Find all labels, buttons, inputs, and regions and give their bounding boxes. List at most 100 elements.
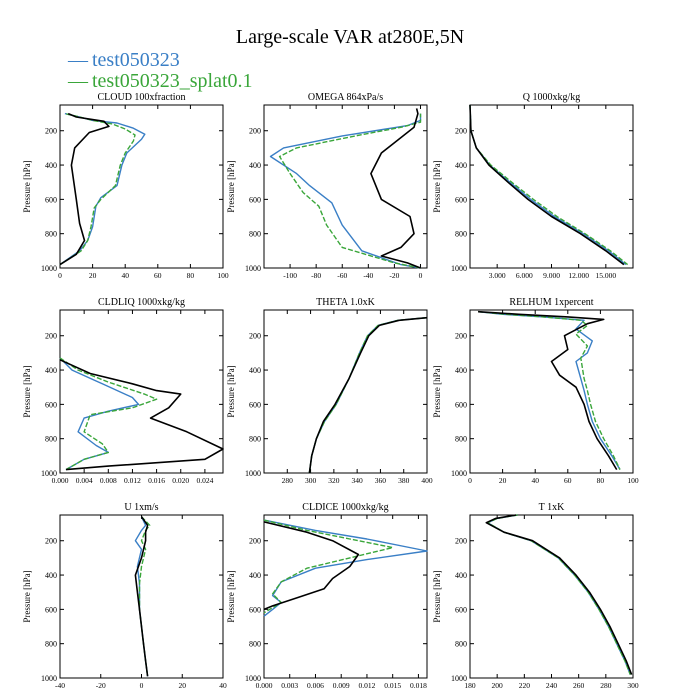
x-tick-label: 80 <box>187 271 195 280</box>
panel-frame <box>59 104 224 269</box>
x-tick-label: 20 <box>89 271 97 280</box>
y-tick-label: 800 <box>249 640 261 649</box>
y-tick-label: 800 <box>45 230 57 239</box>
panel-frame <box>263 309 428 474</box>
panel-title: Q 1000xkg/kg <box>523 92 581 103</box>
y-tick-label: 1000 <box>451 674 467 683</box>
y-tick-label: 600 <box>249 400 261 409</box>
panel-title: THETA 1.0xK <box>316 297 375 308</box>
x-tick-label: 280 <box>282 476 294 485</box>
series-line-run2 <box>59 357 158 471</box>
x-tick-label: 0 <box>58 271 62 280</box>
y-tick-label: 400 <box>45 161 57 170</box>
y-tick-label: 1000 <box>245 469 261 478</box>
x-tick-label: 40 <box>531 476 539 485</box>
y-axis-label: Pressure [hPa] <box>226 365 236 417</box>
panel-title: RELHUM 1xpercent <box>509 297 593 308</box>
y-tick-label: 1000 <box>41 469 57 478</box>
x-tick-label: 0.016 <box>148 476 165 485</box>
x-tick-label: 100 <box>627 476 639 485</box>
x-tick-label: 0.012 <box>359 681 376 690</box>
y-tick-label: 200 <box>249 332 261 341</box>
y-axis-label: Pressure [hPa] <box>226 570 236 622</box>
x-tick-label: 0.009 <box>333 681 350 690</box>
y-tick-label: 400 <box>249 161 261 170</box>
x-tick-label: 380 <box>398 476 410 485</box>
x-tick-label: 60 <box>564 476 572 485</box>
page-title: Large-scale VAR at280E,5N <box>235 26 465 48</box>
series-line-run1 <box>263 519 428 617</box>
x-tick-label: 9.000 <box>543 271 560 280</box>
series-line-reference <box>478 310 618 471</box>
x-tick-label: 280 <box>600 681 612 690</box>
y-tick-label: 200 <box>45 537 57 546</box>
y-tick-label: 600 <box>45 400 57 409</box>
series-line-reference <box>59 112 110 266</box>
y-axis-label: Pressure [hPa] <box>432 160 442 212</box>
x-tick-label: 0.012 <box>124 476 141 485</box>
y-tick-label: 200 <box>45 127 57 136</box>
series-line-run2 <box>59 112 136 266</box>
x-tick-label: 320 <box>328 476 340 485</box>
x-tick-label: 0.008 <box>100 476 117 485</box>
y-axis-label: Pressure [hPa] <box>226 160 236 212</box>
y-tick-label: 400 <box>45 366 57 375</box>
series-line-reference <box>59 359 224 471</box>
x-tick-label: 180 <box>464 681 476 690</box>
series-line-run2 <box>278 113 422 269</box>
x-tick-label: 300 <box>627 681 639 690</box>
y-tick-label: 600 <box>45 195 57 204</box>
x-tick-label: 12.000 <box>568 271 589 280</box>
y-tick-label: 200 <box>249 537 261 546</box>
y-tick-label: 200 <box>249 127 261 136</box>
series-line-run1 <box>269 113 422 269</box>
y-tick-label: 600 <box>455 400 467 409</box>
x-tick-label: 0.018 <box>410 681 427 690</box>
series-line-run1 <box>308 317 428 474</box>
x-tick-label: 40 <box>121 271 129 280</box>
x-tick-label: 15.000 <box>596 271 617 280</box>
y-tick-label: 400 <box>455 571 467 580</box>
y-tick-label: 1000 <box>245 264 261 273</box>
y-tick-label: 800 <box>45 435 57 444</box>
x-tick-label: -40 <box>55 681 65 690</box>
y-tick-label: 400 <box>455 366 467 375</box>
x-tick-label: 0.000 <box>256 681 273 690</box>
x-tick-label: 360 <box>375 476 387 485</box>
panel-title: U 1xm/s <box>124 502 158 513</box>
x-tick-label: 0.003 <box>281 681 298 690</box>
y-tick-label: 800 <box>455 435 467 444</box>
x-tick-label: 0.000 <box>52 476 69 485</box>
y-axis-label: Pressure [hPa] <box>22 365 32 417</box>
x-tick-label: 200 <box>492 681 504 690</box>
panel-frame <box>469 104 634 269</box>
y-tick-label: 400 <box>45 571 57 580</box>
x-tick-label: 0.006 <box>307 681 324 690</box>
y-tick-label: 400 <box>249 571 261 580</box>
y-tick-label: 600 <box>249 605 261 614</box>
y-tick-label: 1000 <box>41 264 57 273</box>
x-tick-label: 0.020 <box>172 476 189 485</box>
x-tick-label: 0.024 <box>196 476 213 485</box>
y-tick-label: 200 <box>455 127 467 136</box>
panel-frame <box>469 309 634 474</box>
y-tick-label: 600 <box>455 605 467 614</box>
series-line-run2 <box>469 104 629 266</box>
x-tick-label: 6.000 <box>516 271 533 280</box>
x-tick-label: 0 <box>140 681 144 690</box>
legend-label-run1: test050323 <box>92 49 180 71</box>
series-line-run2 <box>308 317 428 474</box>
y-tick-label: 600 <box>249 195 261 204</box>
x-tick-label: 0.015 <box>384 681 401 690</box>
y-axis-label: Pressure [hPa] <box>432 570 442 622</box>
y-tick-label: 1000 <box>451 469 467 478</box>
x-tick-label: 0 <box>468 476 472 485</box>
x-tick-label: 0 <box>419 271 423 280</box>
panel-4: THETA 1.0xK Pressure [hPa] 200 400 600 800 100… <box>226 297 433 485</box>
x-tick-label: 80 <box>597 476 605 485</box>
x-tick-label: 260 <box>573 681 585 690</box>
x-tick-label: 340 <box>352 476 364 485</box>
